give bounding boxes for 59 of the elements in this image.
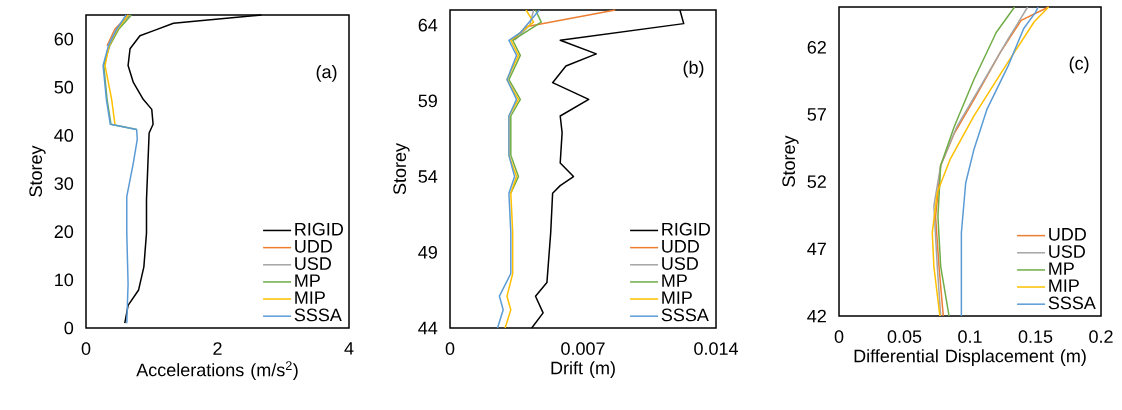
line-series bbox=[933, 6, 1029, 317]
legend-label: USD bbox=[295, 257, 331, 270]
y-axis-title: Storey bbox=[393, 143, 410, 195]
y-tick-label: 10 bbox=[55, 273, 74, 287]
annotation: (b) bbox=[683, 60, 704, 78]
x-tick-label: 0 bbox=[445, 342, 455, 355]
y-tick-label: 62 bbox=[807, 40, 826, 54]
x-axis-title: Accelerations (m/s$^{2}$) bbox=[136, 361, 298, 380]
y-axis-title: Storey bbox=[29, 145, 46, 197]
annotation: (c) bbox=[1069, 56, 1089, 74]
y-tick-label: 57 bbox=[807, 108, 826, 121]
annotation: (a) bbox=[316, 65, 337, 82]
legend-label: UDD bbox=[662, 240, 699, 253]
y-tick-label: 30 bbox=[54, 177, 74, 190]
legend-label: RIGID bbox=[295, 222, 343, 236]
legend-label: MIP bbox=[295, 291, 325, 304]
y-tick-label: 49 bbox=[418, 245, 437, 259]
legend-label: MP bbox=[295, 274, 320, 287]
line-series bbox=[960, 6, 1039, 317]
line-series bbox=[102, 14, 139, 324]
legend-label: SSSA bbox=[661, 308, 709, 322]
x-tick-label: 0.007 bbox=[561, 342, 605, 355]
y-tick-label: 50 bbox=[54, 80, 74, 94]
y-axis-title: Storey bbox=[782, 135, 799, 187]
legend-label: SSSA bbox=[294, 308, 342, 322]
x-tick-label: 2 bbox=[213, 342, 222, 355]
legend-label: UDD bbox=[1049, 228, 1086, 241]
x-tick-label: 0.014 bbox=[694, 342, 738, 355]
x-tick-label: 0 bbox=[81, 342, 91, 355]
legend-label: SSSA bbox=[1048, 296, 1096, 310]
y-tick-label: 54 bbox=[418, 170, 438, 183]
legend-label: UDD bbox=[295, 240, 332, 253]
x-axis-title: Differential Displacement (m) bbox=[854, 349, 1086, 366]
y-tick-label: 42 bbox=[807, 309, 826, 323]
y-tick-label: 59 bbox=[418, 94, 437, 108]
legend-label: MP bbox=[1049, 262, 1074, 275]
x-tick-label: 0.05 bbox=[887, 330, 922, 343]
y-tick-label: 52 bbox=[807, 175, 826, 189]
x-tick-label: 4 bbox=[344, 342, 354, 355]
y-tick-label: 60 bbox=[54, 32, 74, 46]
y-tick-label: 44 bbox=[418, 321, 438, 335]
legend-label: MIP bbox=[1049, 279, 1079, 292]
y-tick-label: 20 bbox=[54, 225, 74, 239]
x-tick-label: 0.1 bbox=[958, 330, 982, 343]
line-series bbox=[937, 6, 1016, 317]
legend-label: MP bbox=[662, 274, 687, 287]
legend-label: USD bbox=[662, 257, 698, 270]
y-tick-label: 47 bbox=[807, 242, 826, 256]
x-tick-label: 0.2 bbox=[1089, 330, 1113, 343]
legend-label: MIP bbox=[662, 291, 692, 304]
y-tick-label: 64 bbox=[418, 18, 438, 32]
x-axis-title: Drift (m) bbox=[551, 361, 615, 378]
line-series bbox=[496, 9, 541, 329]
legend-label: RIGID bbox=[662, 222, 710, 236]
x-tick-label: 0 bbox=[834, 330, 844, 343]
x-tick-label: 0.15 bbox=[1018, 330, 1053, 343]
y-tick-label: 40 bbox=[54, 129, 74, 142]
legend-label: USD bbox=[1049, 245, 1085, 258]
line-series bbox=[104, 14, 129, 126]
